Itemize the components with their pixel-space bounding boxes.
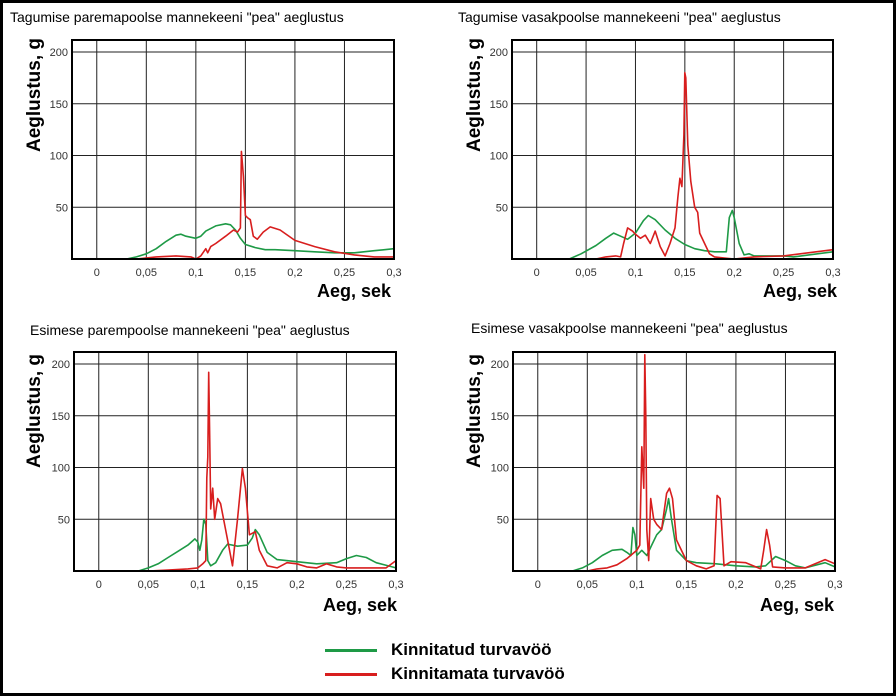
x-tick-label: 0,25 [334, 267, 355, 279]
chart-title: Esimese vasakpoolse mannekeeni "pea" aeg… [471, 320, 788, 336]
plot-background [72, 40, 394, 259]
x-tick-label: 0,15 [676, 579, 697, 591]
series-line-kinnitatud [74, 518, 397, 572]
x-tick-label: 0,15 [237, 579, 258, 591]
y-tick-label: 150 [52, 411, 70, 423]
x-tick-label: 0,25 [336, 579, 357, 591]
x-tick-label: 0,05 [138, 579, 159, 591]
plot-border [511, 39, 834, 260]
y-tick-label: 150 [50, 99, 68, 111]
x-tick-label: 0,3 [827, 579, 842, 591]
x-tick-label: 0,15 [235, 267, 256, 279]
x-axis-label: Aeg, sek [763, 281, 838, 301]
series-line-kinnitatud [512, 209, 834, 260]
series-line-kinnitamata [74, 371, 397, 572]
x-tick-label: 0,2 [727, 267, 742, 279]
x-tick-label: 0 [96, 579, 102, 591]
plot-background [74, 352, 396, 571]
series-line-kinnitamata [513, 353, 836, 572]
x-tick-label: 0 [535, 579, 541, 591]
chart-title: Tagumise paremapoolse mannekeeni "pea" a… [10, 9, 344, 25]
x-tick-label: 0,05 [136, 267, 157, 279]
y-tick-label: 100 [491, 463, 509, 475]
x-tick-label: 0,15 [674, 267, 695, 279]
x-tick-label: 0,05 [575, 267, 596, 279]
y-tick-label: 200 [52, 359, 70, 371]
y-tick-label: 200 [490, 47, 508, 59]
y-tick-label: 50 [497, 514, 509, 526]
y-tick-label: 100 [52, 463, 70, 475]
x-tick-label: 0,3 [825, 267, 840, 279]
x-tick-label: 0,3 [388, 579, 403, 591]
x-tick-label: 0 [534, 267, 540, 279]
legend-swatch-green [325, 648, 377, 652]
x-tick-label: 0,1 [629, 579, 644, 591]
x-tick-label: 0,2 [728, 579, 743, 591]
plot-border [512, 351, 836, 572]
x-axis-label: Aeg, sek [317, 281, 392, 301]
series-line-kinnitatud [72, 223, 395, 260]
x-tick-label: 0,1 [188, 267, 203, 279]
chart-title: Esimese parempoolse mannekeeni "pea" aeg… [30, 322, 350, 338]
x-tick-label: 0,1 [628, 267, 643, 279]
y-tick-label: 150 [490, 99, 508, 111]
x-tick-label: 0,1 [190, 579, 205, 591]
y-tick-label: 200 [50, 47, 68, 59]
chart-title: Tagumise vasakpoolse mannekeeni "pea" ae… [458, 9, 781, 25]
y-tick-label: 100 [490, 151, 508, 163]
legend-label: Kinnitamata turvavöö [391, 664, 565, 683]
legend-item-kinnitamata: Kinnitamata turvavöö [325, 664, 565, 684]
y-tick-label: 100 [50, 151, 68, 163]
x-tick-label: 0,25 [773, 267, 794, 279]
plot-background [512, 40, 833, 259]
y-tick-label: 50 [56, 202, 68, 214]
x-tick-label: 0,3 [386, 267, 401, 279]
legend-label: Kinnitatud turvavöö [391, 640, 552, 659]
y-tick-label: 50 [496, 202, 508, 214]
x-tick-label: 0,25 [775, 579, 796, 591]
y-tick-label: 50 [58, 514, 70, 526]
x-axis-label: Aeg, sek [760, 595, 835, 615]
y-tick-label: 150 [491, 411, 509, 423]
series-line-kinnitamata [512, 71, 834, 260]
plot-border [71, 39, 395, 260]
x-tick-label: 0,05 [577, 579, 598, 591]
y-tick-label: 200 [491, 359, 509, 371]
x-tick-label: 0,2 [289, 579, 304, 591]
legend-item-kinnitatud: Kinnitatud turvavöö [325, 640, 552, 660]
x-axis-label: Aeg, sek [323, 595, 398, 615]
x-tick-label: 0 [94, 267, 100, 279]
legend-swatch-red [325, 672, 377, 676]
plot-border [73, 351, 397, 572]
x-tick-label: 0,2 [287, 267, 302, 279]
